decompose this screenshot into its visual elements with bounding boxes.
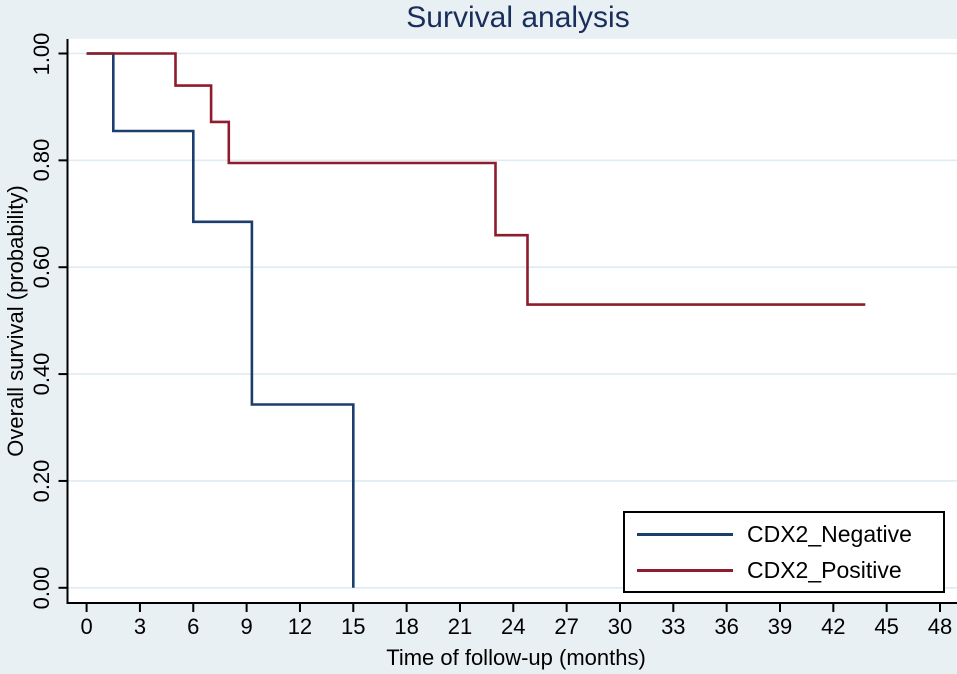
- x-tick-label-18: 18: [394, 614, 419, 639]
- x-tick-label-45: 45: [874, 614, 899, 639]
- plot-area: [68, 39, 957, 603]
- legend-label-cdx2-positive: CDX2_Positive: [747, 556, 902, 583]
- y-axis-title: Overall survival (probability): [3, 185, 28, 457]
- x-tick-label-12: 12: [287, 614, 313, 639]
- negative-line-sample-icon: [637, 532, 733, 536]
- x-tick-label-42: 42: [821, 614, 846, 639]
- x-tick-label-30: 30: [607, 614, 633, 639]
- y-tick-label-0.60: 0.60: [29, 245, 54, 289]
- legend-item-cdx2-negative: CDX2_Negative: [625, 521, 943, 547]
- x-tick-label-24: 24: [501, 614, 526, 639]
- y-tick-label-0.40: 0.40: [29, 352, 54, 396]
- y-tick-label-0.80: 0.80: [29, 138, 54, 182]
- x-tick-label-9: 9: [240, 614, 253, 639]
- x-axis-title: Time of follow-up (months): [386, 645, 646, 670]
- x-tick-label-0: 0: [80, 614, 93, 639]
- x-tick-label-15: 15: [341, 614, 366, 639]
- x-tick-label-3: 3: [133, 614, 147, 639]
- km-curve-cdx2_positive: [86, 52, 866, 306]
- legend-item-cdx2-positive: CDX2_Positive: [625, 557, 943, 583]
- chart-title: Survival analysis: [406, 1, 630, 34]
- legend-label-cdx2-negative: CDX2_Negative: [747, 520, 912, 547]
- x-tick-label-33: 33: [661, 614, 686, 639]
- x-tick-label-6: 6: [187, 614, 200, 639]
- x-tick-label-39: 39: [767, 614, 793, 639]
- x-tick-label-48: 48: [927, 614, 953, 639]
- legend: CDX2_Negative CDX2_Positive: [623, 511, 945, 593]
- x-tick-label-36: 36: [714, 614, 739, 639]
- y-tick-label-0.20: 0.20: [29, 459, 54, 503]
- y-tick-label-1.00: 1.00: [29, 32, 54, 75]
- y-tick-label-0.00: 0.00: [29, 566, 54, 610]
- km-curve-cdx2_negative: [86, 52, 355, 588]
- x-tick-label-21: 21: [447, 614, 473, 639]
- x-tick-label-27: 27: [554, 614, 579, 639]
- positive-line-sample-icon: [637, 568, 733, 572]
